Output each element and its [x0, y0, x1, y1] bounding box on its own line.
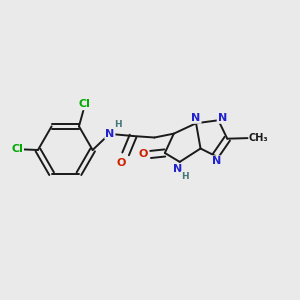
- Text: CH₃: CH₃: [249, 133, 268, 143]
- Text: N: N: [191, 113, 201, 123]
- Text: N: N: [212, 156, 221, 166]
- Text: N: N: [105, 129, 115, 139]
- Text: O: O: [116, 158, 126, 168]
- Text: H: H: [181, 172, 189, 181]
- Text: Cl: Cl: [11, 143, 23, 154]
- Text: O: O: [139, 149, 148, 160]
- Text: Cl: Cl: [79, 99, 91, 109]
- Text: N: N: [218, 113, 227, 123]
- Text: N: N: [173, 164, 182, 174]
- Text: H: H: [114, 120, 122, 129]
